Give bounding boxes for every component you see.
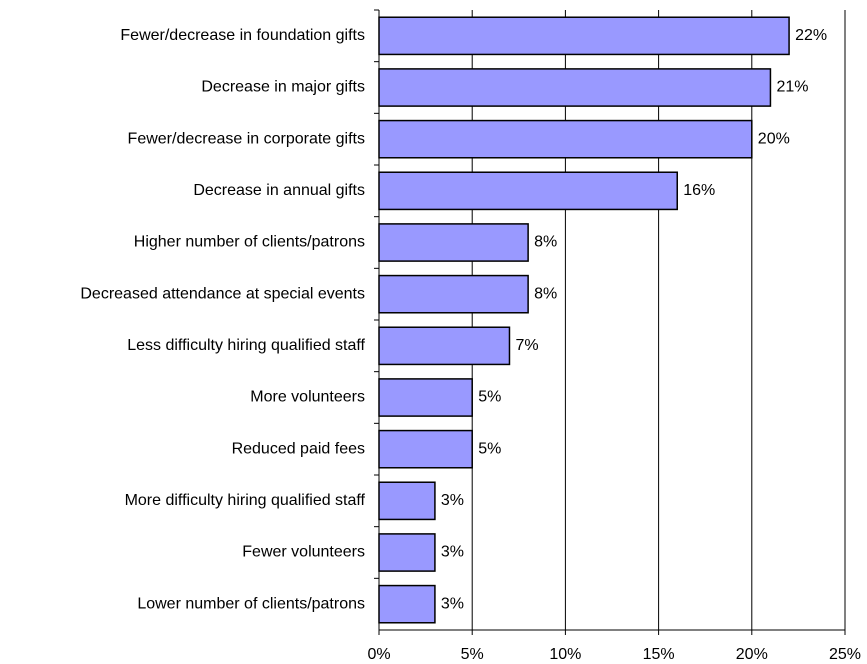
value-label: 7%: [515, 337, 538, 354]
bar: [378, 171, 678, 211]
y-tick-label: Decreased attendance at special events: [80, 285, 365, 302]
y-tick-label: Less difficulty hiring qualified staff: [127, 337, 365, 354]
bar: [378, 119, 753, 159]
x-tick-label: 5%: [461, 646, 484, 663]
y-tick-label: Fewer/decrease in foundation gifts: [120, 27, 365, 44]
bar: [378, 326, 511, 366]
bar: [378, 429, 473, 469]
y-tick-label: Fewer volunteers: [242, 544, 365, 561]
value-label: 3%: [441, 492, 464, 509]
y-tick-label: Higher number of clients/patrons: [134, 234, 365, 251]
value-label: 3%: [441, 544, 464, 561]
y-tick-label: Reduced paid fees: [232, 440, 365, 457]
x-tick-label: 10%: [549, 646, 581, 663]
bar: [378, 68, 772, 107]
bar: [378, 378, 473, 417]
y-tick-label: Decrease in annual gifts: [193, 182, 365, 199]
y-tick-label: Decrease in major gifts: [201, 79, 365, 96]
bar: [378, 584, 436, 624]
y-tick-label: Fewer/decrease in corporate gifts: [128, 130, 365, 147]
x-tick-label: 15%: [643, 646, 675, 663]
value-label: 5%: [478, 389, 501, 406]
value-label: 8%: [534, 285, 557, 302]
value-label: 20%: [758, 130, 790, 147]
bar: [378, 274, 529, 314]
y-tick-label: More volunteers: [250, 389, 365, 406]
bar: [378, 16, 790, 56]
value-label: 5%: [478, 440, 501, 457]
y-tick-label: Lower number of clients/patrons: [137, 595, 365, 612]
bar: [378, 533, 436, 572]
x-tick-label: 20%: [736, 646, 768, 663]
value-label: 22%: [795, 27, 827, 44]
y-tick-label: More difficulty hiring qualified staff: [125, 492, 366, 509]
bar: [378, 223, 529, 262]
x-tick-label: 0%: [367, 646, 390, 663]
value-label: 3%: [441, 595, 464, 612]
bar: [378, 481, 436, 521]
value-label: 8%: [534, 234, 557, 251]
x-tick-label: 25%: [829, 646, 861, 663]
value-label: 16%: [683, 182, 715, 199]
value-label: 21%: [776, 79, 808, 96]
